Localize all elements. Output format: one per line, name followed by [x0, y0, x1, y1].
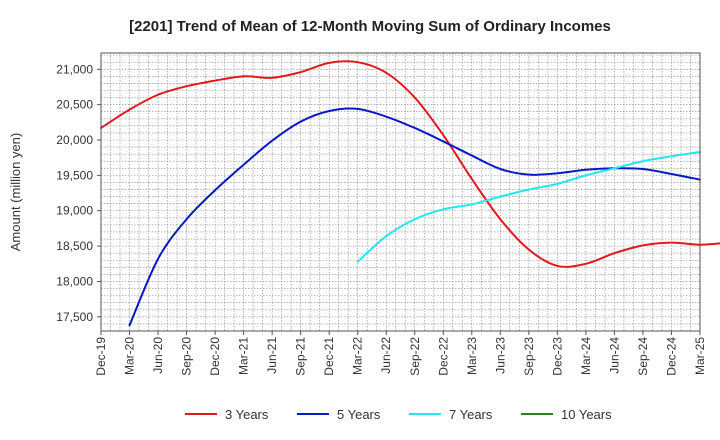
y-tick-label: 19,500	[56, 168, 93, 182]
y-tick-label: 18,000	[56, 274, 93, 288]
x-tick-label: Dec-24	[664, 337, 678, 376]
series-line-5-years	[128, 107, 701, 327]
legend-label-10-years: 10 Years	[561, 407, 612, 422]
x-tick-label: Sep-23	[522, 337, 536, 376]
x-tick-label: Mar-24	[579, 337, 593, 375]
series-line-3-years	[100, 60, 720, 268]
legend-label-3-years: 3 Years	[225, 407, 269, 422]
x-tick-label: Dec-21	[322, 337, 336, 376]
y-tick-label: 17,500	[56, 310, 93, 324]
plot-area	[101, 53, 700, 331]
grid-lines	[101, 53, 700, 332]
x-tick-label: Jun-24	[607, 337, 621, 374]
y-tick-label: 20,500	[56, 98, 93, 112]
x-tick-label: Dec-20	[208, 337, 222, 376]
y-tick-labels: 17,500 18,000 18,500 19,000 19,500 20,000 20,5…	[56, 62, 101, 324]
legend: 3 Years 5 Years 7 Years 10 Years	[185, 407, 612, 422]
legend-label-5-years: 5 Years	[337, 407, 381, 422]
x-tick-label: Mar-23	[465, 337, 479, 375]
chart-title: [2201] Trend of Mean of 12-Month Moving …	[129, 18, 611, 35]
y-tick-label: 18,500	[56, 239, 93, 253]
x-tick-label: Mar-25	[693, 337, 707, 375]
series-line-7-years	[356, 151, 701, 263]
series-layer	[100, 60, 720, 327]
x-tick-label: Jun-22	[379, 337, 393, 374]
x-tick-label: Mar-22	[351, 337, 365, 375]
y-axis-label: Amount (million yen)	[8, 133, 23, 252]
y-tick-label: 20,000	[56, 133, 93, 147]
x-tick-label: Sep-21	[294, 337, 308, 376]
x-tick-label: Dec-23	[550, 337, 564, 376]
x-tick-label: Dec-22	[436, 337, 450, 376]
x-tick-label: Mar-21	[237, 337, 251, 375]
x-tick-label: Jun-23	[493, 337, 507, 374]
x-tick-label: Jun-20	[151, 337, 165, 374]
plot-background	[101, 53, 700, 331]
x-tick-label: Sep-20	[180, 337, 194, 376]
x-tick-label: Sep-24	[636, 337, 650, 376]
plot-frame	[100, 52, 701, 332]
x-tick-labels: Dec-19 Mar-20 Jun-20 Sep-20 Dec-20 Mar-21 Jun-…	[94, 331, 707, 376]
x-tick-label: Jun-21	[265, 337, 279, 374]
y-tick-label: 21,000	[56, 62, 93, 76]
y-tick-label: 19,000	[56, 204, 93, 218]
x-tick-label: Sep-22	[408, 337, 422, 376]
x-tick-label: Dec-19	[94, 337, 108, 376]
x-tick-label: Mar-20	[123, 337, 137, 375]
legend-label-7-years: 7 Years	[449, 407, 493, 422]
axes	[100, 52, 701, 332]
